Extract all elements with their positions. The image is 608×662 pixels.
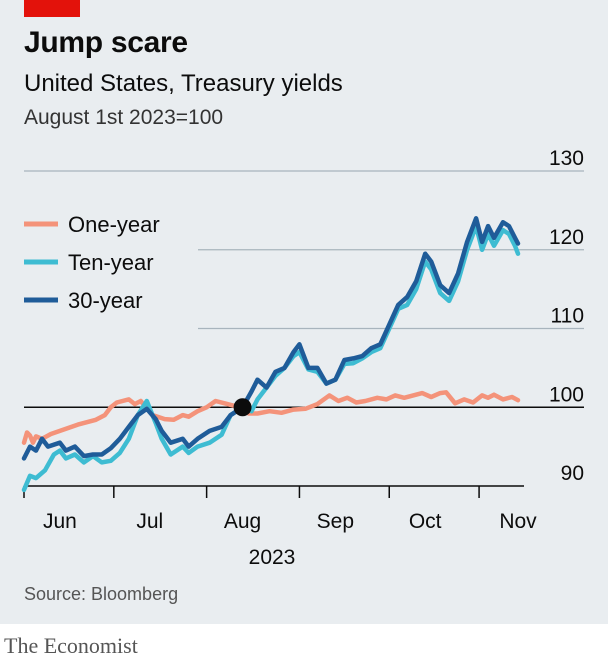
brand-logo: The Economist [4, 633, 138, 658]
x-tick-label-sep: Sep [317, 510, 354, 533]
y-tick-label-130: 130 [549, 150, 584, 170]
chart-subtitle: United States, Treasury yields [24, 70, 343, 97]
source-note: Source: Bloomberg [24, 584, 179, 604]
legend-label-ten-year: Ten-year [68, 250, 154, 275]
x-axis: Jun Jul Aug Sep Oct Nov 2023 [23, 485, 537, 569]
y-tick-label-110: 110 [551, 305, 584, 328]
y-tick-label-90: 90 [561, 462, 584, 485]
y-tick-label-120: 120 [549, 226, 584, 249]
legend-label-one-year: One-year [68, 212, 160, 237]
chart-panel [0, 0, 608, 624]
economist-red-bar [24, 0, 80, 17]
x-year-label: 2023 [249, 546, 296, 569]
y-tick-label-100: 100 [549, 383, 584, 406]
x-tick-label-jul: Jul [136, 510, 163, 533]
x-tick-label-aug: Aug [224, 510, 261, 533]
series-line-30-year [21, 216, 521, 461]
x-tick-label-oct: Oct [409, 510, 442, 533]
chart-title: Jump scare [24, 26, 188, 59]
x-tick-label-nov: Nov [499, 510, 537, 533]
rebase-marker [233, 398, 252, 417]
series-line-one-year [21, 390, 521, 445]
index-note: August 1st 2023=100 [24, 106, 224, 129]
line-chart: Jun Jul Aug Sep Oct Nov 2023 One-year Ten-year 3… [21, 150, 584, 569]
y-axis-tick-labels: 90 100 110 120 130 [549, 150, 584, 485]
legend: One-year Ten-year 30-year [24, 212, 160, 313]
series-lines [21, 216, 521, 493]
x-tick-label-jun: Jun [43, 510, 77, 533]
legend-label-30-year: 30-year [68, 288, 143, 313]
